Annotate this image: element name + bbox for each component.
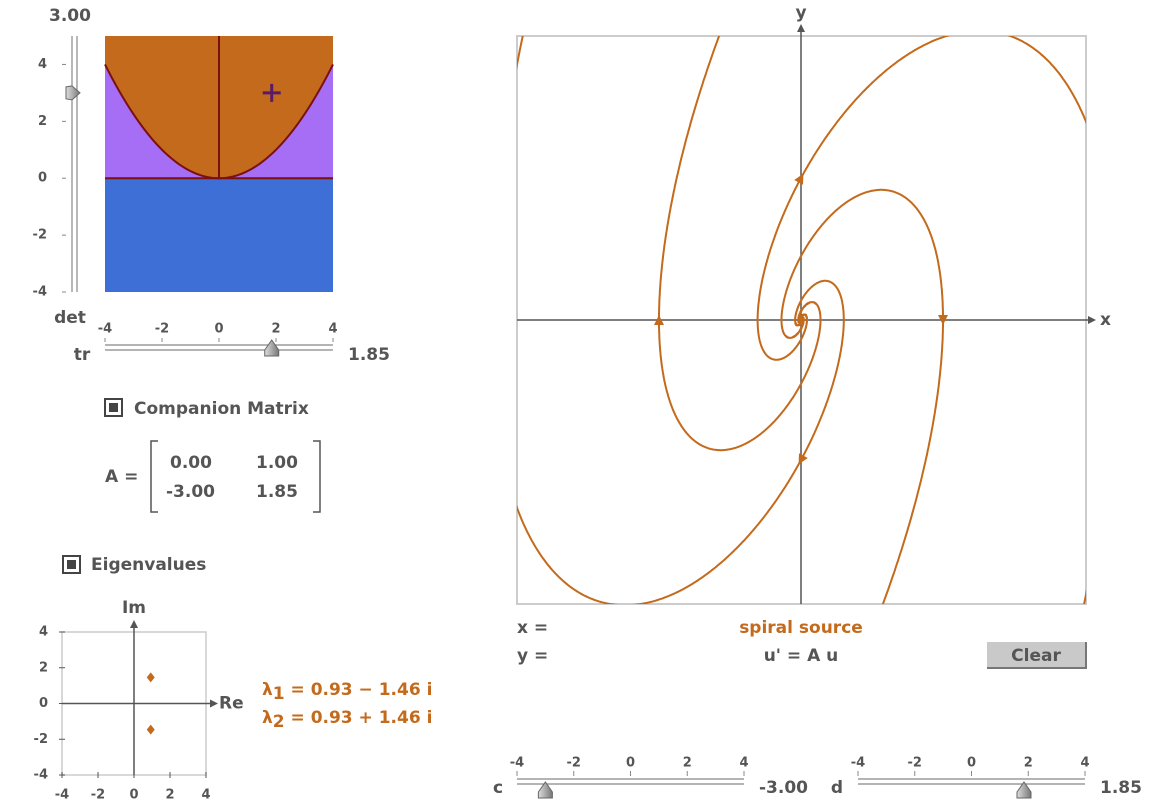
re-label: Re bbox=[219, 694, 244, 714]
eigenvalue-label: λ1 = 0.93 − 1.46 i bbox=[262, 680, 432, 704]
det-slider-track[interactable] bbox=[71, 36, 78, 292]
classification: spiral source bbox=[739, 618, 863, 638]
y-tick-label: 0 bbox=[39, 696, 48, 711]
direction-arrow bbox=[938, 315, 948, 325]
slider-track[interactable] bbox=[858, 778, 1085, 785]
x-tick-label: 4 bbox=[201, 788, 210, 803]
x-tick-label: 2 bbox=[165, 788, 174, 803]
x-axis-label: x bbox=[1100, 310, 1111, 330]
trajectory bbox=[658, 36, 822, 452]
trajectory bbox=[780, 188, 944, 604]
eigen-text: = 0.93 − 1.46 i bbox=[285, 680, 433, 700]
region-negative-det bbox=[105, 178, 333, 292]
tr-tick-label: 2 bbox=[271, 322, 280, 337]
im-label: Im bbox=[122, 598, 146, 618]
checkbox-check bbox=[67, 560, 76, 569]
eigen-checkbox[interactable] bbox=[62, 555, 81, 574]
slider-tick-label: -2 bbox=[908, 756, 922, 771]
det-label: det bbox=[54, 308, 86, 328]
matrix-brackets bbox=[150, 440, 321, 513]
y-tick-label: -2 bbox=[34, 732, 48, 747]
tr-tick-label: 4 bbox=[328, 322, 337, 337]
x-tick-label: -4 bbox=[55, 788, 69, 803]
eigen-index: 2 bbox=[273, 712, 285, 732]
eigen-index: 1 bbox=[273, 684, 285, 704]
slider-thumb[interactable] bbox=[537, 781, 553, 799]
equation: u' = A u bbox=[764, 646, 839, 666]
det-tick-label: 2 bbox=[38, 114, 47, 129]
eigen-text: = 0.93 + 1.46 i bbox=[285, 708, 433, 728]
x-arrow bbox=[1088, 316, 1096, 324]
direction-arrow bbox=[794, 173, 804, 185]
button-face[interactable] bbox=[987, 642, 1086, 668]
matrix-entry: 0.00 bbox=[170, 453, 212, 473]
tr-tick-label: 0 bbox=[214, 322, 223, 337]
y-axis-label: y bbox=[795, 3, 806, 23]
eigenvalue-label: λ2 = 0.93 + 1.46 i bbox=[262, 708, 432, 732]
det-tick-label: 0 bbox=[38, 171, 47, 186]
re-arrow bbox=[210, 699, 218, 708]
slider-thumb[interactable] bbox=[1016, 781, 1032, 799]
det-tick-label: -2 bbox=[33, 228, 47, 243]
y-tick-label: 4 bbox=[39, 625, 48, 640]
eigen-symbol: λ bbox=[262, 708, 273, 728]
im-arrow bbox=[130, 620, 138, 628]
slider-track[interactable] bbox=[517, 778, 744, 785]
slider-tick-label: 0 bbox=[626, 756, 635, 771]
tr-tick-label: -2 bbox=[155, 322, 169, 337]
direction-arrow bbox=[798, 453, 808, 465]
companion-checkbox[interactable] bbox=[104, 398, 123, 417]
button-label[interactable]: Clear bbox=[1011, 646, 1061, 666]
slider-value: 1.85 bbox=[1100, 778, 1142, 798]
slider-thumb[interactable] bbox=[65, 85, 81, 101]
x-tick-label: 0 bbox=[129, 788, 138, 803]
trajectory bbox=[756, 36, 1086, 604]
matrix-lhs: A = bbox=[105, 467, 138, 487]
matrix-entry: 1.85 bbox=[256, 482, 298, 502]
eigenvalue-point bbox=[146, 724, 155, 735]
slider-tick-label: -4 bbox=[510, 756, 524, 771]
tr-label: tr bbox=[74, 345, 91, 365]
slider-name: d bbox=[831, 778, 843, 798]
eigen-symbol: λ bbox=[262, 680, 273, 700]
y-readout: y = bbox=[517, 646, 548, 666]
tr-value: 1.85 bbox=[348, 345, 390, 365]
slider-tick-label: 0 bbox=[967, 756, 976, 771]
y-tick-label: 2 bbox=[39, 660, 48, 675]
matrix-entry: -3.00 bbox=[166, 482, 215, 502]
eigenvalue-point bbox=[146, 672, 155, 683]
x-readout: x = bbox=[517, 618, 548, 638]
slider-name: c bbox=[493, 778, 503, 798]
matrix-entry: 1.00 bbox=[256, 453, 298, 473]
y-tick-label: -4 bbox=[34, 768, 48, 783]
slider-thumb[interactable] bbox=[264, 339, 280, 357]
x-tick-label: -2 bbox=[91, 788, 105, 803]
direction-arrow bbox=[654, 315, 664, 325]
checkbox-check bbox=[109, 403, 118, 412]
checkbox-label: Eigenvalues bbox=[91, 555, 206, 575]
slider-tick-label: 4 bbox=[739, 756, 748, 771]
tr-tick-label: -4 bbox=[98, 322, 112, 337]
tr-det-marker bbox=[262, 83, 281, 102]
slider-tick-label: 2 bbox=[1024, 756, 1033, 771]
slider-tick-label: -2 bbox=[567, 756, 581, 771]
trajectory bbox=[517, 36, 845, 604]
y-arrow bbox=[797, 24, 805, 32]
checkbox-label: Companion Matrix bbox=[134, 399, 309, 419]
det-tick-label: -4 bbox=[33, 285, 47, 300]
slider-tick-label: 2 bbox=[683, 756, 692, 771]
clear-button[interactable]: Clear bbox=[987, 642, 1087, 669]
tr-slider-track[interactable] bbox=[105, 344, 333, 351]
slider-tick-label: -4 bbox=[851, 756, 865, 771]
button-edge bbox=[987, 642, 1087, 669]
slider-tick-label: 4 bbox=[1080, 756, 1089, 771]
det-tick-label: 4 bbox=[38, 57, 47, 72]
slider-value: -3.00 bbox=[759, 778, 808, 798]
det-value: 3.00 bbox=[49, 6, 91, 26]
trajectories bbox=[517, 36, 1086, 604]
